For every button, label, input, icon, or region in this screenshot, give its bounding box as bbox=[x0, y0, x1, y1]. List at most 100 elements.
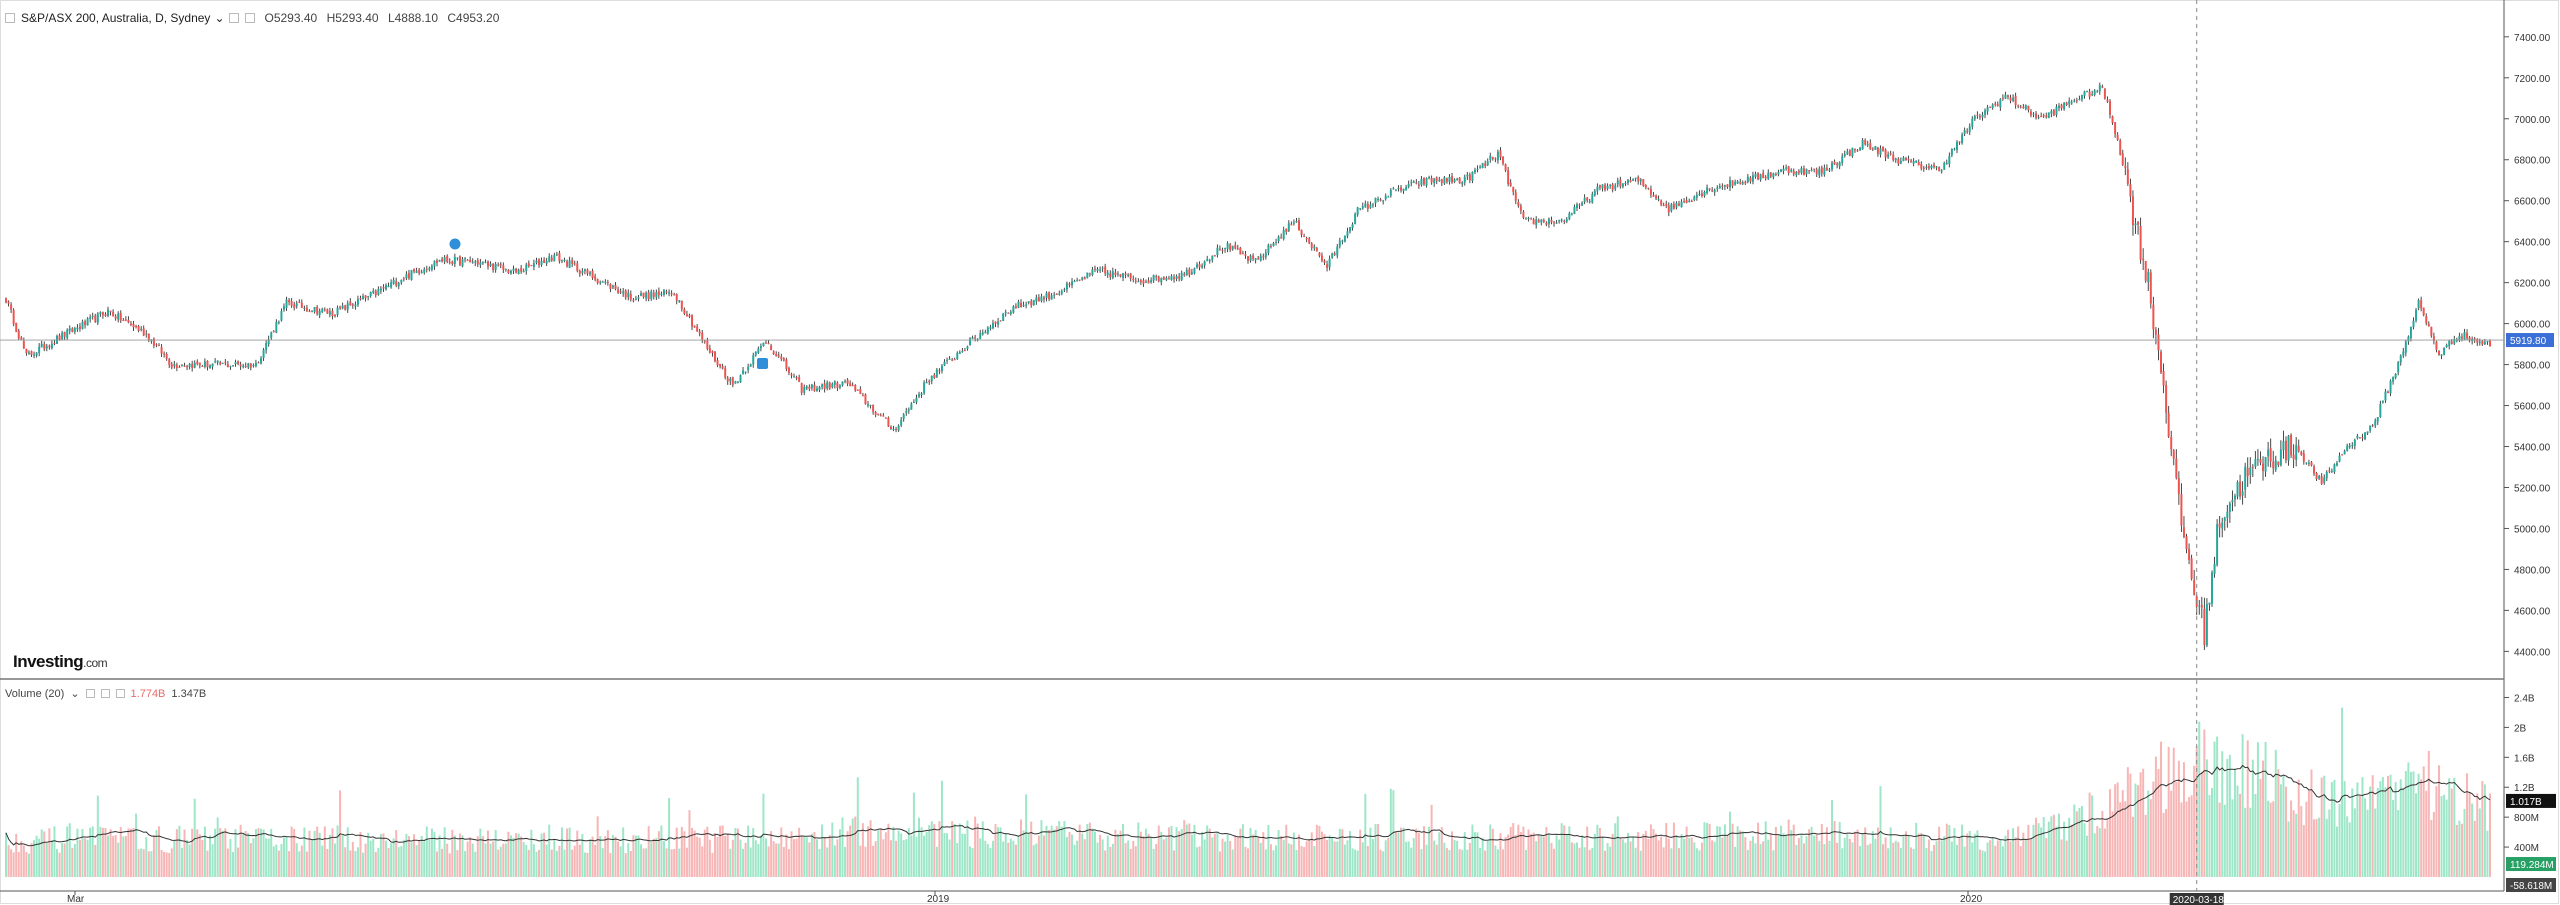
volume-bar bbox=[12, 852, 15, 877]
candle-body bbox=[1300, 229, 1303, 235]
candle-body bbox=[821, 384, 824, 387]
volume-bar bbox=[1563, 825, 1566, 877]
candle-body bbox=[2111, 116, 2114, 123]
volume-bar bbox=[443, 827, 446, 877]
candle-body bbox=[795, 377, 798, 379]
volume-tick-label: 2.4B bbox=[2514, 693, 2535, 704]
volume-bar bbox=[1741, 831, 1744, 877]
candle-body bbox=[1147, 280, 1150, 284]
volume-bar bbox=[1828, 840, 1831, 877]
volume-bar bbox=[1394, 831, 1397, 877]
candle-body bbox=[1688, 200, 1691, 202]
candle-body bbox=[2427, 323, 2430, 327]
candle-body bbox=[1968, 126, 1971, 132]
volume-bar bbox=[2218, 802, 2221, 877]
candle-body bbox=[1627, 179, 1629, 184]
eye-icon[interactable] bbox=[85, 689, 95, 698]
volume-bar bbox=[86, 839, 89, 877]
candle-body bbox=[1354, 213, 1357, 225]
volume-bar bbox=[2119, 802, 2122, 877]
candle-body bbox=[40, 343, 43, 348]
candle-body bbox=[1349, 227, 1352, 232]
candle-body bbox=[2244, 466, 2247, 490]
volume-bar bbox=[1772, 850, 1775, 877]
volume-bar bbox=[601, 848, 604, 877]
volume-label[interactable]: Volume (20) bbox=[5, 687, 65, 700]
volume-bar bbox=[2109, 789, 2111, 877]
candle-body bbox=[2052, 109, 2055, 116]
candle-body bbox=[1994, 103, 1997, 105]
symbol-dropdown[interactable]: ⌄ bbox=[214, 11, 225, 25]
candle-body bbox=[1706, 187, 1709, 193]
candle-body bbox=[742, 370, 745, 375]
candle-body bbox=[1978, 116, 1981, 118]
candle-body bbox=[1782, 168, 1785, 172]
volume-bar bbox=[448, 853, 451, 877]
volume-bar bbox=[777, 843, 780, 877]
candle-body bbox=[89, 317, 92, 319]
candle-body bbox=[1346, 231, 1349, 237]
volume-bar bbox=[415, 845, 418, 877]
candle-body bbox=[2420, 300, 2423, 309]
volume-bar bbox=[1030, 821, 1033, 877]
candle-body bbox=[293, 304, 296, 308]
candle-body bbox=[494, 263, 497, 270]
volume-bar bbox=[359, 832, 362, 877]
volume-bar bbox=[489, 843, 492, 877]
settings-icon[interactable] bbox=[228, 13, 239, 23]
candle-body bbox=[461, 259, 464, 267]
volume-bar bbox=[288, 851, 291, 877]
candle-body bbox=[2152, 304, 2155, 330]
candle-body bbox=[762, 342, 765, 347]
volume-bar bbox=[1124, 843, 1127, 877]
volume-bar bbox=[1338, 828, 1341, 877]
volume-bar bbox=[764, 838, 767, 877]
volume-dropdown[interactable]: ⌄ bbox=[70, 688, 80, 700]
close-icon[interactable] bbox=[244, 13, 255, 23]
candle-body bbox=[277, 322, 280, 324]
collapse-icon[interactable] bbox=[5, 13, 15, 23]
candle-body bbox=[2399, 355, 2402, 363]
volume-bar bbox=[854, 816, 857, 877]
candle-body bbox=[713, 351, 716, 362]
volume-bar bbox=[175, 829, 178, 877]
volume-bar bbox=[1670, 848, 1673, 877]
volume-bar bbox=[2323, 775, 2326, 877]
candle-body bbox=[2200, 604, 2203, 608]
volume-bar bbox=[652, 838, 655, 877]
volume-bar bbox=[1981, 850, 1984, 877]
volume-close-icon[interactable] bbox=[115, 689, 125, 698]
volume-bar bbox=[2198, 721, 2201, 877]
volume-bar bbox=[2022, 832, 2025, 877]
volume-bar bbox=[160, 849, 163, 877]
price-tick-label: 5400.00 bbox=[2514, 443, 2551, 454]
volume-bar bbox=[1591, 847, 1594, 877]
volume-bar bbox=[953, 823, 956, 877]
volume-bar bbox=[2290, 800, 2293, 877]
candle-body bbox=[668, 292, 671, 294]
symbol-title[interactable]: S&P/ASX 200, Australia, D, Sydney bbox=[21, 11, 211, 25]
volume-settings-icon[interactable] bbox=[100, 689, 110, 698]
volume-bar bbox=[1231, 849, 1234, 877]
candle-body bbox=[969, 338, 972, 345]
volume-bar bbox=[724, 835, 727, 877]
candle-body bbox=[2274, 460, 2277, 470]
volume-bar bbox=[1295, 850, 1298, 877]
candle-body bbox=[1030, 300, 1033, 306]
volume-bar bbox=[578, 844, 581, 877]
candle-body bbox=[2109, 101, 2111, 115]
volume-bar bbox=[507, 831, 510, 877]
candle-body bbox=[2297, 445, 2300, 452]
volume-bar bbox=[351, 841, 354, 877]
candle-body bbox=[124, 319, 127, 321]
candle-body bbox=[1955, 141, 1958, 150]
candle-body bbox=[2078, 99, 2081, 101]
candle-body bbox=[1073, 281, 1076, 283]
price-tick-label: 7400.00 bbox=[2514, 33, 2551, 44]
volume-bar bbox=[657, 831, 660, 877]
volume-bar bbox=[96, 795, 99, 877]
candle-body bbox=[1984, 110, 1987, 115]
volume-bar bbox=[293, 828, 296, 877]
candle-body bbox=[1527, 218, 1530, 220]
